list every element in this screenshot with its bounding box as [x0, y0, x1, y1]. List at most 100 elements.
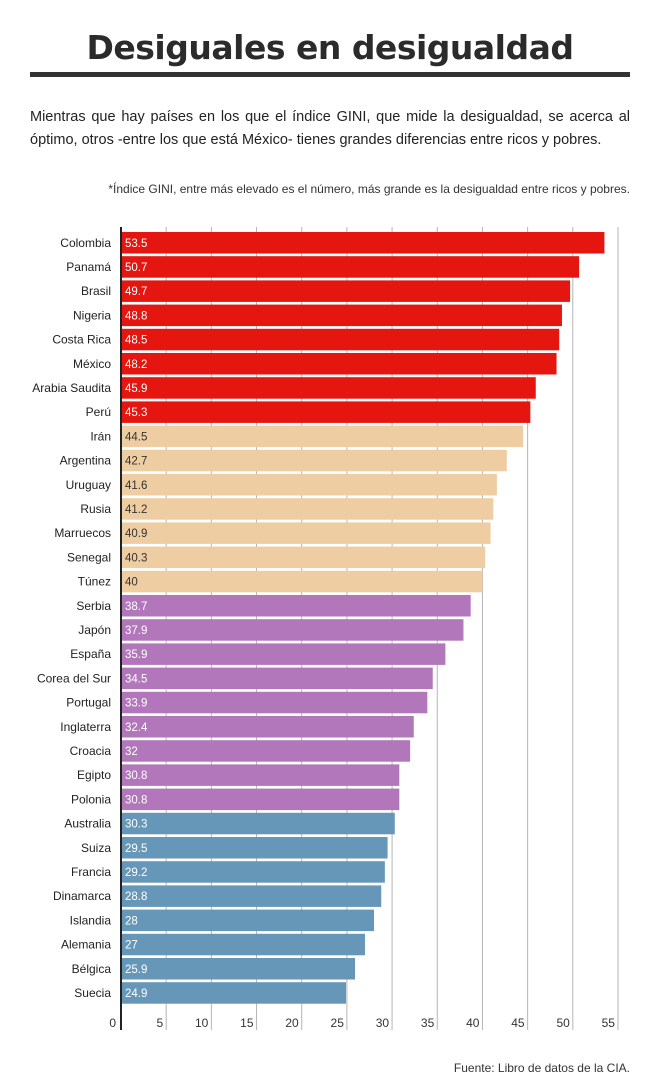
- category-label: Senegal: [67, 550, 111, 564]
- category-label: Australia: [64, 817, 111, 831]
- category-label: Rusia: [80, 502, 111, 516]
- bar-value-label: 27: [125, 940, 138, 952]
- bar-value-label: 33.9: [125, 698, 147, 710]
- bar: [121, 861, 385, 883]
- category-label: Inglaterra: [60, 720, 111, 734]
- bar-value-label: 32: [125, 746, 138, 758]
- x-tick-label: 10: [195, 1016, 209, 1030]
- category-label: Bélgica: [72, 962, 112, 976]
- bar-value-label: 48.2: [125, 359, 147, 371]
- bar: [121, 788, 400, 811]
- gini-bar-chart: 53.5 50.7 49.7 48.8 48.5 48.2 45.9 45.3 44.5 42.7…: [32, 227, 619, 1030]
- bar: [121, 304, 562, 327]
- bar-value-label: 35.9: [125, 649, 147, 661]
- category-label: España: [70, 647, 111, 661]
- bar: [121, 982, 346, 1004]
- bar-value-label: 44.5: [125, 431, 147, 443]
- category-label: Islandia: [70, 913, 112, 927]
- category-label: Túnez: [78, 575, 111, 589]
- category-label: Francia: [71, 865, 111, 879]
- bar: [121, 909, 375, 932]
- category-label: Nigeria: [73, 308, 111, 322]
- category-label: Croacia: [70, 744, 112, 758]
- bar-value-label: 42.7: [125, 456, 147, 468]
- x-tick-label: 50: [556, 1016, 570, 1030]
- x-tick-label: 35: [421, 1016, 435, 1030]
- x-tick-label: 20: [285, 1016, 299, 1030]
- bar-value-label: 34.5: [125, 673, 147, 685]
- bar-value-label: 29.2: [125, 867, 147, 879]
- source-note: Fuente: Libro de datos de la CIA.: [453, 1061, 630, 1075]
- bar: [121, 764, 400, 786]
- intro-paragraph: Mientras que hay países en los que el ín…: [30, 109, 630, 148]
- bar: [121, 474, 497, 496]
- x-axis-tick-labels: 0 5 10 15 20 25 30 35 40 45 50 55: [109, 1016, 615, 1030]
- category-label: Portugal: [66, 696, 111, 710]
- bar: [121, 643, 446, 665]
- bar: [121, 885, 382, 907]
- category-label: Polonia: [71, 792, 111, 806]
- x-tick-label: 25: [331, 1016, 345, 1030]
- bar-value-label: 45.9: [125, 383, 147, 395]
- category-label: Alemania: [61, 938, 111, 952]
- x-tick-label: 40: [466, 1016, 480, 1030]
- x-tick-label: 55: [602, 1016, 616, 1030]
- bar: [121, 958, 356, 980]
- category-label: Suiza: [81, 841, 111, 855]
- bar: [121, 498, 494, 520]
- x-tick-label: 5: [156, 1016, 163, 1030]
- bar-value-label: 30.8: [125, 770, 147, 782]
- bar: [121, 328, 560, 351]
- category-label: Suecia: [74, 986, 111, 1000]
- bar-value-label: 37.9: [125, 625, 147, 637]
- bar-value-label: 53.5: [125, 238, 147, 250]
- category-label: Dinamarca: [53, 889, 111, 903]
- bar: [121, 377, 536, 399]
- category-label: Argentina: [60, 454, 112, 468]
- bar: [121, 522, 491, 544]
- bar: [121, 425, 524, 448]
- bar-value-label: 28: [125, 915, 138, 927]
- bar-value-label: 38.7: [125, 601, 147, 613]
- category-label: Brasil: [81, 284, 111, 298]
- category-label: Uruguay: [66, 478, 111, 492]
- category-label: Marruecos: [54, 526, 111, 540]
- bar-value-label: 41.2: [125, 504, 147, 516]
- bar-value-label: 29.5: [125, 843, 147, 855]
- x-tick-label: 0: [109, 1016, 116, 1030]
- bar: [121, 716, 414, 738]
- bar-value-label: 30.8: [125, 794, 147, 806]
- x-tick-label: 45: [511, 1016, 525, 1030]
- bar-value-label: 49.7: [125, 286, 147, 298]
- bar-value-label: 24.9: [125, 988, 147, 1000]
- bar: [121, 619, 464, 641]
- bar-value-label: 50.7: [125, 262, 147, 274]
- bar-value-label: 45.3: [125, 407, 147, 419]
- category-label: Japón: [78, 623, 111, 637]
- category-label: Irán: [90, 429, 111, 443]
- bar: [121, 740, 411, 762]
- category-label: Perú: [86, 405, 111, 419]
- bar: [121, 570, 483, 593]
- x-tick-label: 15: [240, 1016, 254, 1030]
- bar-value-label: 25.9: [125, 964, 147, 976]
- category-label: Corea del Sur: [37, 671, 111, 685]
- bar-value-label: 40: [125, 577, 138, 589]
- category-label: Panamá: [66, 260, 111, 274]
- bar: [121, 933, 365, 956]
- category-label: Arabia Saudita: [32, 381, 111, 395]
- bar: [121, 280, 571, 302]
- category-label: Costa Rica: [52, 333, 111, 347]
- bar-value-label: 41.6: [125, 480, 147, 492]
- bar-value-label: 30.3: [125, 819, 147, 831]
- bar: [121, 256, 580, 278]
- bars: 53.5 50.7 49.7 48.8 48.5 48.2 45.9 45.3 44.5 42.7…: [121, 232, 605, 1004]
- bar-value-label: 40.3: [125, 552, 147, 564]
- bar: [121, 691, 428, 714]
- bar: [121, 232, 605, 254]
- bar-value-label: 48.5: [125, 335, 147, 347]
- bar-value-label: 40.9: [125, 528, 147, 540]
- bar-value-label: 28.8: [125, 891, 147, 903]
- bar-value-label: 32.4: [125, 722, 148, 734]
- category-label: México: [73, 357, 111, 371]
